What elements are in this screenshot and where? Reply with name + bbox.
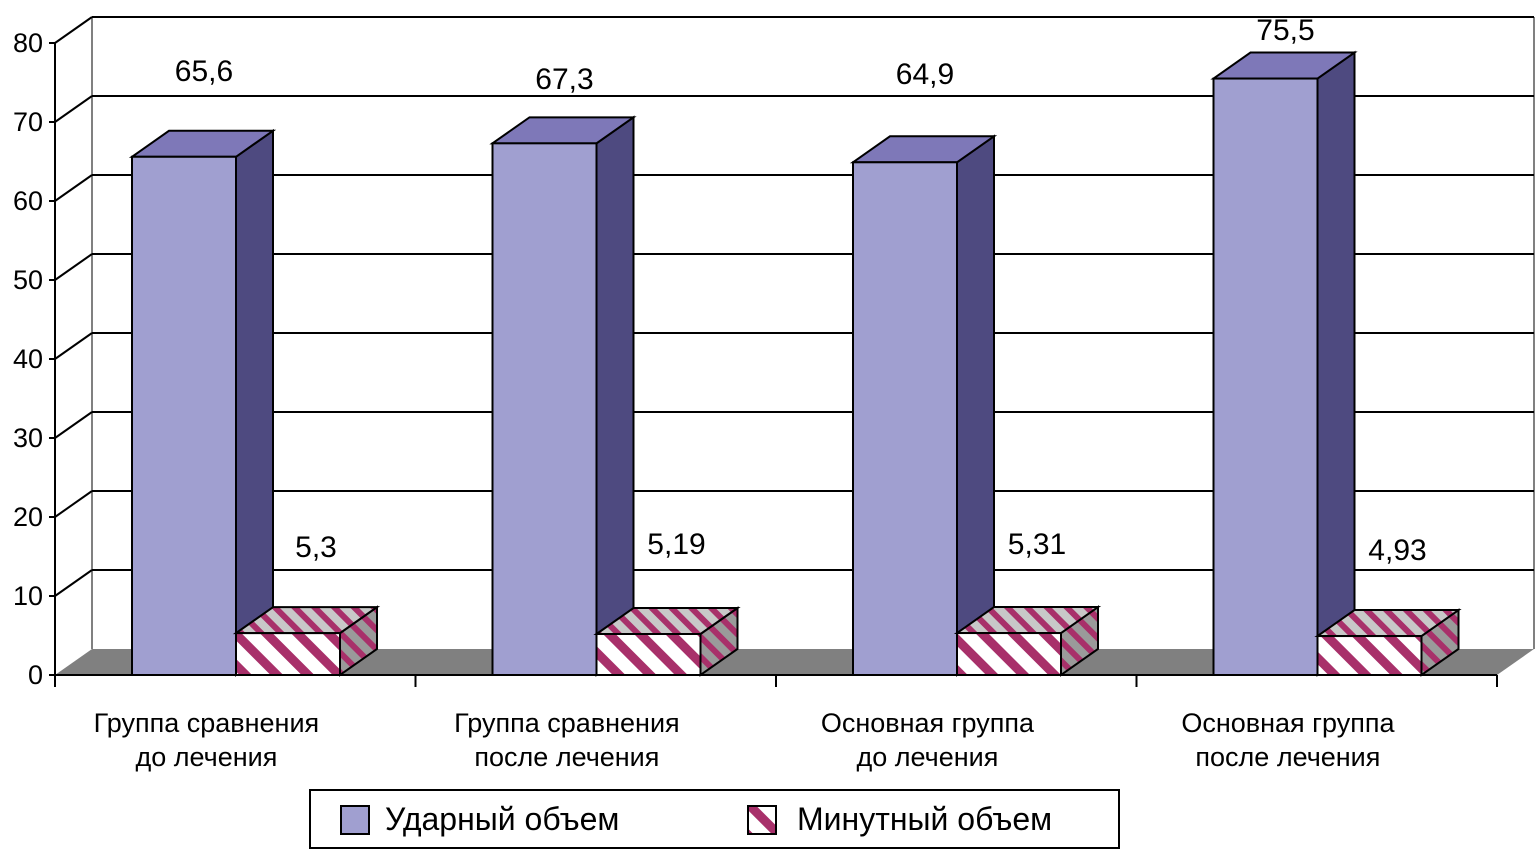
bar-udarnyi-obem [1210, 50, 1358, 677]
data-label: 5,19 [647, 528, 705, 561]
bar-udarnyi-obem-front [1212, 77, 1319, 677]
y-tick-label: 10 [13, 581, 43, 611]
y-tick-label: 30 [13, 423, 43, 453]
bar-minutnyi-obem-front [235, 632, 341, 677]
y-tick-label: 60 [13, 186, 43, 216]
legend-swatch-minutnyi [747, 805, 777, 835]
x-category-label: Основная группа [821, 708, 1035, 738]
x-category-label: до лечения [135, 742, 277, 772]
gridline-diagonal [54, 569, 93, 597]
bar-udarnyi-obem-side [235, 128, 274, 677]
x-category-label: Основная группа [1181, 708, 1395, 738]
y-tick-label: 20 [13, 502, 43, 532]
gridline-diagonal [54, 490, 93, 518]
bar-minutnyi-obem [593, 606, 741, 677]
gridline-diagonal [54, 95, 93, 123]
bar-udarnyi-obem-front [852, 161, 958, 677]
bar-udarnyi-obem-front [491, 142, 598, 676]
bar-udarnyi-obem [849, 134, 998, 677]
gridline-diagonal [54, 174, 93, 202]
gridline-diagonal [54, 332, 93, 360]
bar-minutnyi-obem-front [956, 632, 1062, 677]
bar-minutnyi-obem [232, 605, 381, 677]
legend: Ударный объем Минутный объем [309, 789, 1120, 849]
chart-floor [55, 649, 1534, 675]
label-layer: 65,6 5,3 67,3 5,19 64,9 5,31 75,5 4,93 [175, 14, 1427, 567]
x-category-label: после лечения [474, 742, 659, 772]
gridline-diagonal [54, 411, 93, 439]
y-tick-label: 70 [13, 107, 43, 137]
bar-udarnyi-obem-side [595, 115, 635, 677]
bar-udarnyi-obem [128, 128, 277, 677]
legend-label-minutnyi: Минутный объем [797, 801, 1052, 837]
bar-minutnyi-obem [953, 605, 1102, 677]
bar-udarnyi-obem-side [956, 134, 995, 677]
data-label: 65,6 [175, 55, 233, 88]
data-label: 4,93 [1368, 534, 1426, 567]
x-category-label: после лечения [1195, 742, 1380, 772]
legend-swatch-udarnyi [340, 805, 370, 835]
data-label: 5,31 [1008, 528, 1066, 561]
data-label: 5,3 [295, 531, 337, 564]
chart-floor-layer [55, 649, 1534, 675]
y-tick-label: 50 [13, 265, 43, 295]
data-label: 75,5 [1256, 14, 1314, 47]
bar-udarnyi-obem-front [131, 155, 237, 676]
bar-udarnyi-obem [489, 115, 637, 677]
data-label: 64,9 [896, 58, 954, 91]
y-tick-label: 0 [28, 660, 43, 690]
gridline-diagonal [54, 16, 93, 44]
bar-udarnyi-obem-side [1316, 50, 1356, 677]
data-label: 67,3 [535, 63, 593, 96]
y-tick-label: 80 [13, 28, 43, 58]
y-tick-label: 40 [13, 344, 43, 374]
bar-minutnyi-obem [1314, 608, 1462, 677]
legend-box [309, 789, 1120, 849]
bar-minutnyi-obem-front [595, 632, 702, 677]
legend-label-udarnyi: Ударный объем [385, 801, 619, 837]
x-category-label: до лечения [856, 742, 998, 772]
bar-minutnyi-obem-front [1316, 635, 1423, 676]
bar-layer [128, 50, 1462, 677]
gridline-diagonal [54, 253, 93, 281]
x-category-label: Группа сравнения [94, 708, 320, 738]
x-category-label: Группа сравнения [454, 708, 680, 738]
